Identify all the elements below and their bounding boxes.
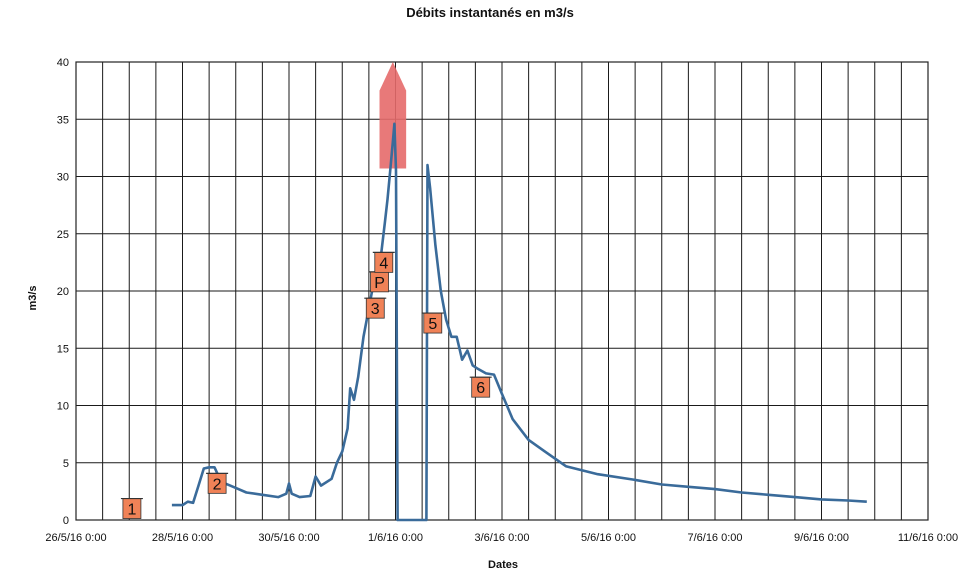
x-axis-title: Dates bbox=[488, 559, 518, 571]
annotation-markers: 1 2 3 P 4 5 6 bbox=[120, 251, 492, 519]
x-tick-label: 9/6/16 0:00 bbox=[794, 532, 849, 544]
marker-label: 1 bbox=[127, 502, 136, 519]
annotation-marker-2: 2 bbox=[206, 472, 229, 494]
y-tick-labels: 0 5 10 15 20 25 30 35 40 bbox=[57, 57, 69, 527]
marker-label: 2 bbox=[213, 476, 222, 493]
annotation-marker-6: 6 bbox=[469, 376, 492, 398]
marker-label: 3 bbox=[371, 301, 380, 318]
y-tick-label: 20 bbox=[57, 286, 69, 298]
x-tick-label: 30/5/16 0:00 bbox=[258, 532, 319, 544]
y-tick-label: 15 bbox=[57, 343, 69, 355]
y-axis-title: m3/s bbox=[27, 285, 39, 310]
plot-frame bbox=[75, 61, 929, 521]
annotation-marker-3: 3 bbox=[364, 297, 387, 319]
x-tick-label: 5/6/16 0:00 bbox=[581, 532, 636, 544]
chart-title: Débits instantanés en m3/s bbox=[406, 5, 574, 20]
y-tick-label: 0 bbox=[63, 515, 69, 527]
x-tick-labels: 26/5/16 0:00 28/5/16 0:00 30/5/16 0:00 1/6/… bbox=[45, 532, 958, 544]
marker-label: P bbox=[374, 275, 385, 292]
x-tick-label: 1/6/16 0:00 bbox=[368, 532, 423, 544]
y-tick-label: 40 bbox=[57, 57, 69, 69]
peak-arrow bbox=[379, 62, 407, 169]
x-tick-label: 3/6/16 0:00 bbox=[474, 532, 529, 544]
grid bbox=[75, 61, 929, 521]
annotation-marker-5: 5 bbox=[421, 312, 444, 334]
marker-label: 6 bbox=[476, 380, 485, 397]
series-group bbox=[171, 122, 867, 522]
discharge-series-line bbox=[171, 122, 867, 522]
x-tick-label: 7/6/16 0:00 bbox=[687, 532, 742, 544]
y-tick-label: 35 bbox=[57, 114, 69, 126]
y-tick-label: 5 bbox=[63, 458, 69, 470]
y-tick-label: 30 bbox=[57, 172, 69, 184]
y-tick-label: 25 bbox=[57, 229, 69, 241]
annotation-marker-4: 4 bbox=[372, 251, 395, 273]
x-tick-label: 26/5/16 0:00 bbox=[45, 532, 106, 544]
annotation-marker-P: P bbox=[368, 271, 391, 293]
x-tick-label: 11/6/16 0:00 bbox=[898, 532, 958, 544]
marker-label: 5 bbox=[428, 316, 437, 333]
peak-arrow-group bbox=[379, 62, 407, 169]
y-tick-label: 10 bbox=[57, 401, 69, 413]
x-tick-label: 28/5/16 0:00 bbox=[152, 532, 213, 544]
annotation-marker-1: 1 bbox=[120, 497, 143, 519]
marker-label: 4 bbox=[379, 255, 388, 272]
